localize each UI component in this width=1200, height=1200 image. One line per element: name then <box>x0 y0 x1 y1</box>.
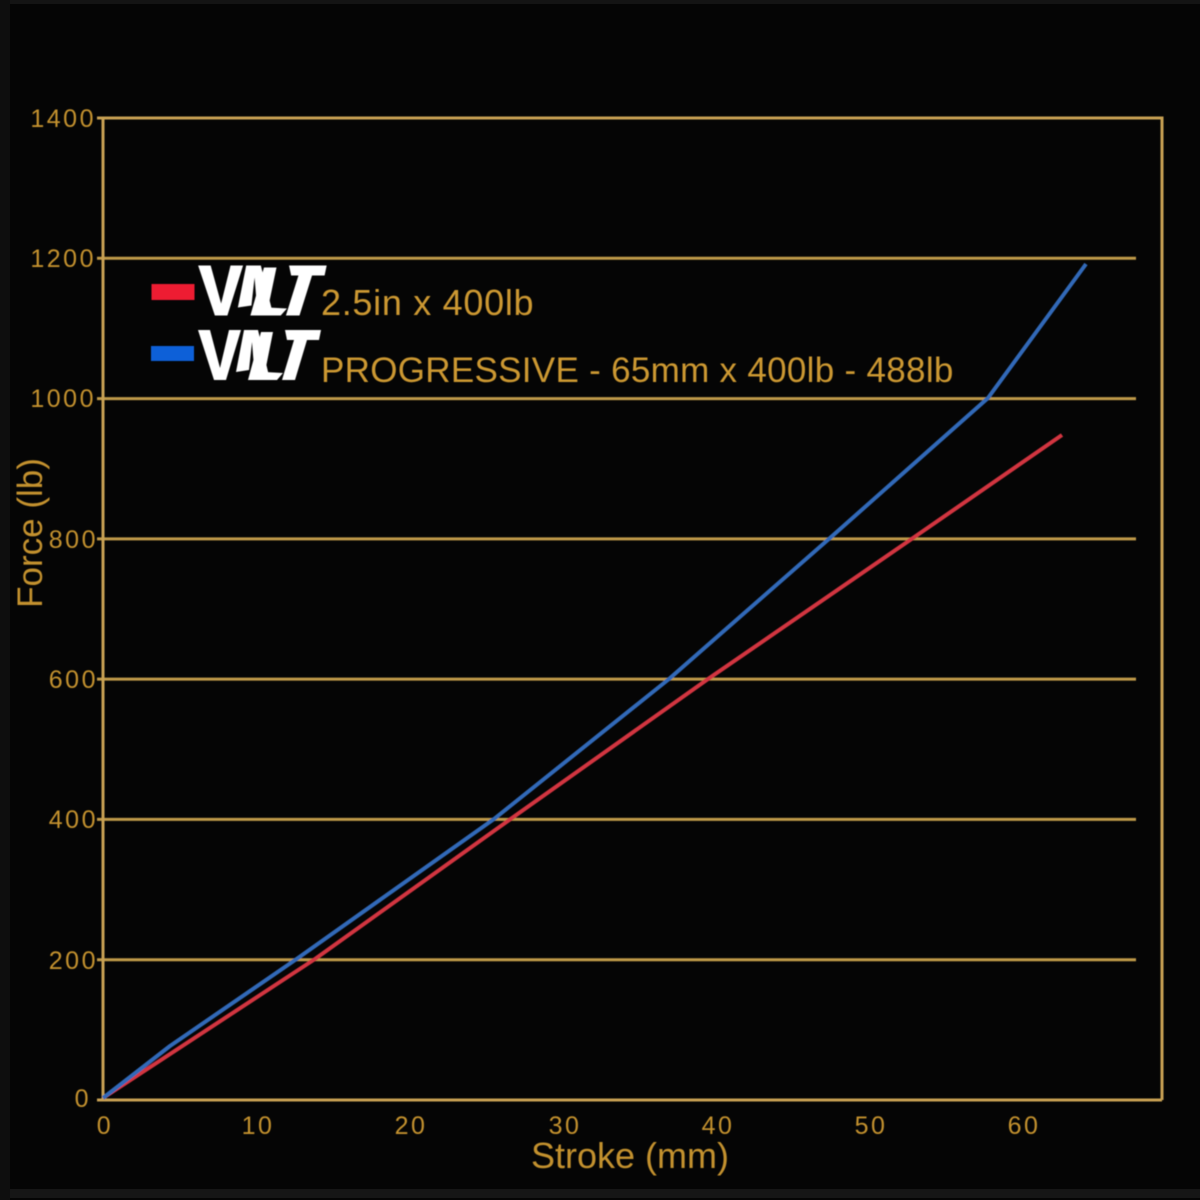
svg-text:400: 400 <box>49 806 98 834</box>
svg-text:20: 20 <box>395 1112 428 1140</box>
svg-text:2.5in x 400lb: 2.5in x 400lb <box>321 282 534 323</box>
svg-text:Stroke (mm): Stroke (mm) <box>531 1135 729 1176</box>
svg-text:10: 10 <box>242 1112 275 1140</box>
svg-text:60: 60 <box>1008 1112 1041 1140</box>
svg-text:1200: 1200 <box>30 245 96 273</box>
svg-text:1000: 1000 <box>30 385 96 413</box>
svg-text:0: 0 <box>97 1112 113 1140</box>
svg-text:Force (lb): Force (lb) <box>11 458 50 608</box>
svg-text:PROGRESSIVE - 65mm x 400lb - 4: PROGRESSIVE - 65mm x 400lb - 488lb <box>321 351 954 390</box>
svg-text:1400: 1400 <box>30 105 96 133</box>
svg-text:40: 40 <box>702 1112 735 1140</box>
svg-text:50: 50 <box>855 1112 888 1140</box>
svg-text:0: 0 <box>75 1085 91 1113</box>
svg-text:800: 800 <box>49 526 98 554</box>
svg-text:200: 200 <box>49 947 98 975</box>
svg-text:30: 30 <box>549 1112 582 1140</box>
svg-text:600: 600 <box>49 666 98 694</box>
